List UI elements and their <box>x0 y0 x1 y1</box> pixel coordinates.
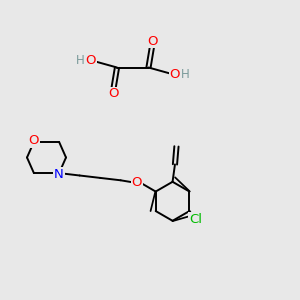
Text: O: O <box>147 34 158 48</box>
Text: O: O <box>108 87 119 101</box>
Text: O: O <box>131 176 142 189</box>
Text: O: O <box>85 53 96 67</box>
Text: H: H <box>181 68 190 82</box>
Text: Cl: Cl <box>189 213 202 226</box>
Text: O: O <box>170 68 180 82</box>
Text: O: O <box>29 134 39 147</box>
Text: N: N <box>54 168 64 181</box>
Text: H: H <box>76 53 85 67</box>
